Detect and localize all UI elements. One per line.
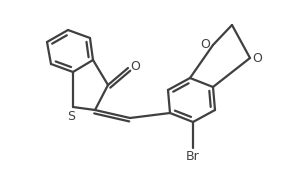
- Text: S: S: [67, 110, 75, 123]
- Text: O: O: [200, 37, 210, 51]
- Text: O: O: [252, 52, 262, 64]
- Text: Br: Br: [186, 150, 200, 163]
- Text: O: O: [130, 61, 140, 74]
